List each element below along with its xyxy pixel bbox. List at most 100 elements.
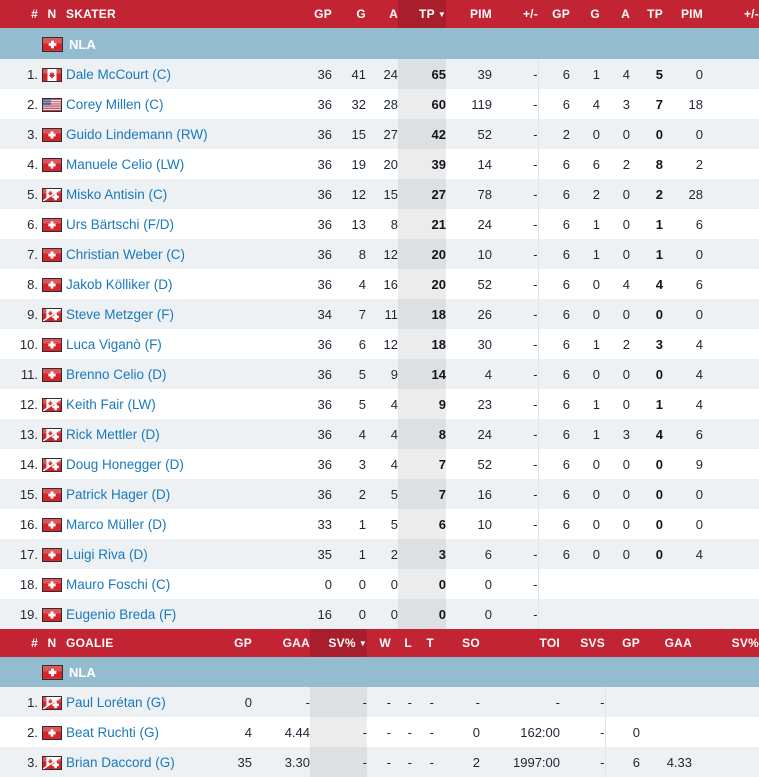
col-header-label: GAA <box>664 636 692 650</box>
col-header-gp[interactable]: GP <box>240 0 332 28</box>
stat-pim: 14 <box>446 149 492 179</box>
col-header-playoff-tp[interactable]: TP <box>630 0 663 28</box>
col-header-playoff-gaa[interactable]: GAA <box>640 629 692 657</box>
stat-g: 8 <box>332 239 366 269</box>
col-header-rank[interactable]: # <box>0 629 38 657</box>
league-name-link[interactable]: NLA <box>69 36 96 52</box>
col-header-gaa[interactable]: GAA <box>252 629 310 657</box>
col-header-tp[interactable]: TP ▼ <box>398 0 446 28</box>
player-name-link[interactable]: Keith Fair (LW) <box>66 396 156 412</box>
stat-tp: 7 <box>398 449 446 479</box>
rank-cell: 1. <box>0 687 38 717</box>
stat-playoff-gp: 6 <box>537 89 570 119</box>
skater-table-head: # N SKATER GP G A TP ▼ PIM +/- GP G A TP PIM +/- <box>0 0 759 28</box>
player-name-link[interactable]: Beat Ruchti (G) <box>66 724 160 740</box>
stat-playoff-tp: 1 <box>630 209 663 239</box>
stat-playoff-tp: 3 <box>630 329 663 359</box>
col-header-gp[interactable]: GP <box>174 629 252 657</box>
player-name-link[interactable]: Guido Lindemann (RW) <box>66 126 208 142</box>
stat-playoff-tp: 1 <box>630 239 663 269</box>
col-header-rank[interactable]: # <box>0 0 38 28</box>
player-name-link[interactable]: Christian Weber (C) <box>66 246 186 262</box>
stat-pim: 4 <box>446 359 492 389</box>
stat-playoff-g: 0 <box>570 479 600 509</box>
rank-cell: 6. <box>0 209 38 239</box>
stat-g: 19 <box>332 149 366 179</box>
col-header-playoff-pim[interactable]: PIM <box>663 0 703 28</box>
player-name-link[interactable]: Patrick Hager (D) <box>66 486 171 502</box>
player-name-link[interactable]: Luigi Riva (D) <box>66 546 148 562</box>
stat-playoff-pim: 6 <box>663 269 703 299</box>
player-name-link[interactable]: Paul Lorétan (G) <box>66 694 166 710</box>
stat-tp: 20 <box>398 269 446 299</box>
col-header-playoff-gp[interactable]: GP <box>538 0 570 28</box>
col-header-label: SV% <box>328 636 356 650</box>
col-header-svs[interactable]: SVS <box>560 629 605 657</box>
player-name-link[interactable]: Dale McCourt (C) <box>66 66 172 82</box>
player-name-cell: Luca Viganò (F) <box>66 329 240 359</box>
player-name-link[interactable]: Marco Müller (D) <box>66 516 167 532</box>
player-name-link[interactable]: Corey Millen (C) <box>66 96 164 112</box>
stat-plus-minus: - <box>492 119 538 149</box>
player-name-link[interactable]: Luca Viganò (F) <box>66 336 162 352</box>
stat-g: 5 <box>332 359 366 389</box>
stat-playoff-plus-minus <box>703 389 759 419</box>
col-header-goalie[interactable]: GOALIE <box>66 629 174 657</box>
stat-sv-pct: - <box>310 717 367 747</box>
sort-desc-icon: ▼ <box>358 639 367 648</box>
col-header-playoff-g[interactable]: G <box>570 0 600 28</box>
stat-playoff-plus-minus <box>703 179 759 209</box>
stat-playoff-plus-minus <box>703 329 759 359</box>
player-name-link[interactable]: Misko Antisin (C) <box>66 186 168 202</box>
col-header-so[interactable]: SO <box>434 629 480 657</box>
player-name-link[interactable]: Mauro Foschi (C) <box>66 576 171 592</box>
flag-canada-switzerland-icon <box>42 695 62 710</box>
col-header-label: SVS <box>580 636 605 650</box>
player-name-link[interactable]: Eugenio Breda (F) <box>66 606 177 622</box>
col-header-pim[interactable]: PIM <box>446 0 492 28</box>
stat-tp: 18 <box>398 329 446 359</box>
player-name-cell: Mauro Foschi (C) <box>66 569 240 599</box>
table-row: 10. Luca Viganò (F) 36 6 12 18 30-6 1 2 3 4 <box>0 329 759 359</box>
col-header-skater[interactable]: SKATER <box>66 0 240 28</box>
stat-playoff-pim <box>663 599 703 629</box>
stat-tp: 14 <box>398 359 446 389</box>
col-header-playoff-sv-pct[interactable]: SV% <box>692 629 759 657</box>
player-name-link[interactable]: Urs Bärtschi (F/D) <box>66 216 174 232</box>
col-header-l[interactable]: L <box>391 629 412 657</box>
col-header-playoff-plus-minus[interactable]: +/- <box>703 0 759 28</box>
stat-a: 5 <box>366 509 398 539</box>
col-header-nationality[interactable]: N <box>38 0 66 28</box>
stat-playoff-g: 0 <box>570 299 600 329</box>
col-header-nationality[interactable]: N <box>38 629 66 657</box>
league-name-link[interactable]: NLA <box>69 665 96 681</box>
player-name-link[interactable]: Brian Daccord (G) <box>66 754 174 770</box>
col-header-sv-pct[interactable]: SV% ▼ <box>310 629 367 657</box>
stat-gp: 36 <box>240 269 332 299</box>
col-header-w[interactable]: W <box>367 629 391 657</box>
stat-playoff-g: 0 <box>570 539 600 569</box>
player-name-link[interactable]: Rick Mettler (D) <box>66 426 160 442</box>
col-header-plus-minus[interactable]: +/- <box>492 0 538 28</box>
stat-g: 32 <box>332 89 366 119</box>
col-header-a[interactable]: A <box>366 0 398 28</box>
player-name-link[interactable]: Brenno Celio (D) <box>66 366 167 382</box>
col-header-g[interactable]: G <box>332 0 366 28</box>
stat-g: 13 <box>332 209 366 239</box>
col-header-toi[interactable]: TOI <box>480 629 560 657</box>
player-name-link[interactable]: Doug Honegger (D) <box>66 456 184 472</box>
stat-playoff-g: 0 <box>570 119 600 149</box>
col-header-t[interactable]: T <box>412 629 434 657</box>
flag-switzerland-icon <box>42 665 64 681</box>
player-name-link[interactable]: Manuele Celio (LW) <box>66 156 185 172</box>
flag-switzerland-icon <box>42 725 62 740</box>
stat-g: 2 <box>332 479 366 509</box>
col-header-playoff-a[interactable]: A <box>600 0 630 28</box>
stat-playoff-pim: 4 <box>663 359 703 389</box>
player-name-link[interactable]: Jakob Kölliker (D) <box>66 276 173 292</box>
rank-cell: 3. <box>0 747 38 777</box>
col-header-playoff-gp[interactable]: GP <box>605 629 640 657</box>
player-name-link[interactable]: Steve Metzger (F) <box>66 306 175 322</box>
player-name-cell: Beat Ruchti (G) <box>66 717 174 747</box>
rank-cell: 17. <box>0 539 38 569</box>
